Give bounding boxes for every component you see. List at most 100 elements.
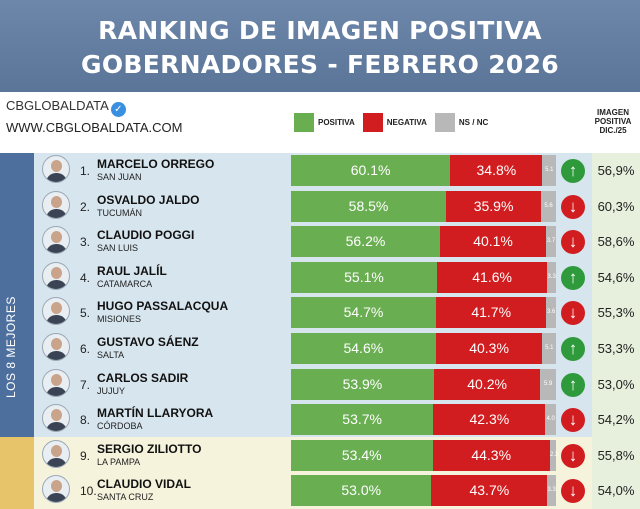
data-label-nsnc: 3.6 bbox=[547, 309, 556, 316]
bottom-group-side-band bbox=[0, 437, 34, 509]
prev-header-line-3: DIC./25 bbox=[599, 126, 627, 135]
table-row: 9. SERGIO ZILIOTTO LA PAMPA 53.4% 44.3% 2.3 ↓ 5… bbox=[36, 438, 640, 473]
avatar bbox=[42, 155, 70, 183]
rank-number: 4. bbox=[80, 270, 91, 285]
province-name: LA PAMPA bbox=[97, 456, 141, 467]
avatar-head bbox=[51, 338, 62, 350]
legend-swatch-nsnc bbox=[434, 112, 455, 132]
legend-nsnc-label: NS / NC bbox=[458, 117, 489, 127]
avatar-body bbox=[46, 493, 67, 503]
avatar bbox=[42, 404, 70, 433]
governor-name: MARCELO ORREGO bbox=[97, 157, 215, 171]
previous-value-column bbox=[592, 153, 640, 509]
governor-name: RAUL JALÍL bbox=[97, 263, 167, 278]
avatar-body bbox=[46, 173, 67, 182]
data-label-nsnc: 3.3 bbox=[547, 487, 556, 494]
legend-positive-label: POSITIVA bbox=[318, 117, 355, 127]
verified-check-icon: ✓ bbox=[110, 102, 126, 117]
avatar bbox=[42, 226, 70, 255]
table-row: 7. CARLOS SADIR JUJUY 53.9% 40.2% 5.9 ↑ 53,0% bbox=[36, 367, 640, 402]
avatar bbox=[42, 190, 70, 219]
data-label-positive: 53.9% bbox=[342, 375, 383, 392]
bar-positive: 58.5% bbox=[291, 190, 447, 222]
data-label-negative: 42.3% bbox=[469, 411, 510, 428]
governor-name: HUGO PASSALACQUA bbox=[97, 299, 229, 314]
bar-nsnc: 3.3 bbox=[547, 475, 556, 507]
governor-name: GUSTAVO SÁENZ bbox=[97, 335, 199, 349]
table-row: 2. OSVALDO JALDO TUCUMÁN 58.5% 35.9% 5.6 ↓ 60,3… bbox=[36, 189, 640, 224]
governor-name: CARLOS SADIR bbox=[97, 370, 189, 385]
rank-number: 2. bbox=[80, 199, 91, 214]
bar-positive: 60.1% bbox=[291, 155, 451, 186]
bar-positive: 54.7% bbox=[291, 297, 436, 329]
data-label-positive: 53.0% bbox=[341, 482, 382, 499]
data-label-nsnc: 3.3 bbox=[547, 273, 556, 280]
bar-negative: 41.6% bbox=[437, 261, 548, 293]
bar-positive: 55.1% bbox=[291, 261, 437, 293]
arrow-down-icon: ↓ bbox=[561, 230, 585, 255]
avatar-body bbox=[46, 208, 67, 218]
data-label-negative: 41.7% bbox=[471, 304, 512, 321]
table-row: 8. MARTÍN LLARYORA CÓRDOBA 53.7% 42.3% 4.0 ↓ 54… bbox=[36, 402, 640, 437]
title-line-1: RANKING DE IMAGEN POSITIVA bbox=[98, 16, 542, 45]
governor-name: OSVALDO JALDO bbox=[97, 192, 200, 207]
previous-value: 58,6% bbox=[597, 234, 635, 250]
bar-positive: 54.6% bbox=[291, 333, 436, 364]
bar-positive: 53.0% bbox=[291, 475, 432, 507]
previous-value: 55,8% bbox=[597, 447, 635, 463]
table-row: 10. CLAUDIO VIDAL SANTA CRUZ 53.0% 43.7% 3.3 ↓… bbox=[36, 473, 640, 508]
province-name: SAN LUIS bbox=[97, 243, 139, 254]
province-name: SANTA CRUZ bbox=[97, 492, 154, 503]
province-name: TUCUMÁN bbox=[97, 207, 142, 218]
brand-name: CBGLOBALDATA bbox=[6, 98, 109, 113]
avatar bbox=[42, 333, 70, 361]
bar-nsnc: 3.6 bbox=[546, 297, 556, 329]
table-row: 3. CLAUDIO POGGI SAN LUIS 56.2% 40.1% 3.7 ↓ 58,… bbox=[36, 224, 640, 259]
avatar-body bbox=[46, 386, 67, 396]
data-label-negative: 40.2% bbox=[467, 375, 507, 392]
previous-image-header: IMAGEN POSITIVA DIC./25 bbox=[586, 108, 640, 135]
avatar-body bbox=[46, 279, 67, 289]
avatar-head bbox=[51, 409, 62, 422]
data-label-nsnc: 2.3 bbox=[549, 451, 559, 458]
rank-number: 6. bbox=[80, 342, 91, 356]
legend-positive: POSITIVA bbox=[294, 112, 355, 132]
previous-value: 53,3% bbox=[597, 341, 635, 356]
title-banner: RANKING DE IMAGEN POSITIVA GOBERNADORES … bbox=[0, 0, 640, 92]
rank-number: 9. bbox=[80, 448, 91, 463]
bar-positive: 53.7% bbox=[291, 404, 434, 436]
province-name: SALTA bbox=[97, 350, 125, 360]
data-label-nsnc: 5.1 bbox=[545, 345, 554, 351]
arrow-down-icon: ↓ bbox=[561, 443, 585, 468]
bar-positive: 56.2% bbox=[291, 226, 440, 258]
title-line-2: GOBERNADORES - FEBRERO 2026 bbox=[81, 50, 559, 79]
data-label-nsnc: 5.1 bbox=[545, 167, 554, 173]
bar-nsnc: 5.9 bbox=[540, 368, 556, 400]
avatar-body bbox=[46, 315, 67, 325]
data-label-negative: 34.8% bbox=[476, 162, 517, 178]
rank-number: 1. bbox=[80, 164, 91, 178]
bar-positive: 53.9% bbox=[291, 368, 434, 400]
data-label-positive: 60.1% bbox=[350, 162, 391, 178]
bar-negative: 40.3% bbox=[435, 333, 543, 364]
legend-nsnc: NS / NC bbox=[434, 112, 489, 132]
previous-value: 54,2% bbox=[597, 412, 635, 428]
avatar-head bbox=[51, 160, 62, 172]
data-label-nsnc: 3.7 bbox=[546, 238, 556, 245]
top-eight-label: LOS 8 MEJORES bbox=[4, 296, 18, 398]
bar-nsnc: 5.6 bbox=[541, 190, 556, 222]
avatar bbox=[42, 439, 70, 468]
bar-negative: 42.3% bbox=[433, 404, 546, 436]
data-label-positive: 56.2% bbox=[345, 233, 386, 250]
avatar-head bbox=[51, 373, 62, 386]
brand: CBGLOBALDATA ✓ bbox=[6, 98, 126, 117]
legend-swatch-negative bbox=[362, 112, 383, 132]
bar-negative: 34.8% bbox=[450, 155, 543, 186]
website-label: WWW.CBGLOBALDATA.COM bbox=[6, 120, 183, 135]
arrow-up-icon: ↑ bbox=[561, 265, 585, 290]
avatar-head bbox=[51, 231, 62, 244]
bar-negative: 44.3% bbox=[432, 439, 550, 471]
data-label-positive: 53.7% bbox=[342, 411, 382, 428]
table-row: 6. GUSTAVO SÁENZ SALTA 54.6% 40.3% 5.1 ↑ 53,3% bbox=[36, 331, 640, 366]
avatar-body bbox=[46, 457, 67, 467]
